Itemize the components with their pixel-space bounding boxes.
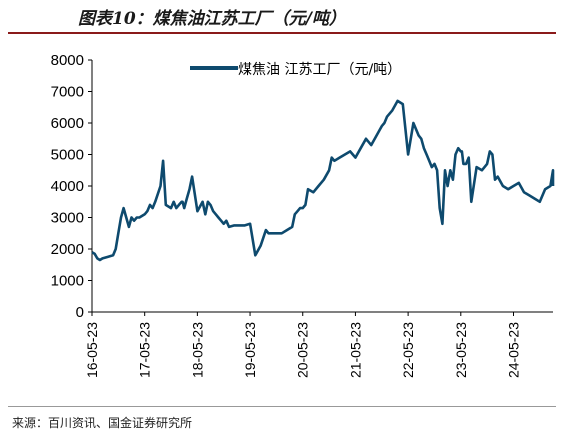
x-tick-label: 22-05-23: [400, 322, 416, 378]
x-tick-label: 19-05-23: [242, 322, 258, 378]
y-tick-label: 7000: [51, 84, 84, 101]
x-axis: 16-05-23 17-05-23 18-05-23 19-05-23 20-05-23…: [84, 311, 553, 378]
y-tick-label: 4000: [51, 178, 84, 195]
y-axis: 0 1000 2000 3000 4000 5000 6000 7000 8000: [51, 52, 93, 321]
x-tick-label: 21-05-23: [347, 322, 363, 378]
legend: 煤焦油 江苏工厂（元/吨）: [190, 62, 401, 78]
y-tick-label: 2000: [51, 241, 84, 258]
series-line-0: [91, 99, 555, 262]
y-tick-label: 5000: [51, 147, 84, 164]
x-tick-label: 17-05-23: [137, 322, 153, 378]
y-tick-label: 3000: [51, 210, 84, 227]
series-group: [91, 99, 555, 262]
line-chart: 0 1000 2000 3000 4000 5000 6000 7000 8000 16-05-…: [51, 52, 555, 378]
figure-title: 图表10：煤焦油江苏工厂（元/吨）: [78, 9, 346, 29]
x-tick-label: 23-05-23: [453, 322, 469, 378]
y-tick-label: 8000: [51, 52, 84, 69]
legend-label: 煤焦油 江苏工厂（元/吨）: [238, 62, 401, 78]
x-tick-label: 16-05-23: [84, 322, 100, 378]
y-tick-label: 1000: [51, 273, 84, 290]
title-rule: [8, 32, 556, 34]
y-tick-label: 0: [76, 304, 84, 321]
x-tick-label: 20-05-23: [295, 322, 311, 378]
source-note: 来源：百川资讯、国金证券研究所: [12, 416, 193, 430]
x-tick-label: 24-05-23: [505, 322, 521, 378]
x-tick-label: 18-05-23: [189, 322, 205, 378]
source-rule: [8, 406, 556, 407]
y-tick-label: 6000: [51, 115, 84, 132]
